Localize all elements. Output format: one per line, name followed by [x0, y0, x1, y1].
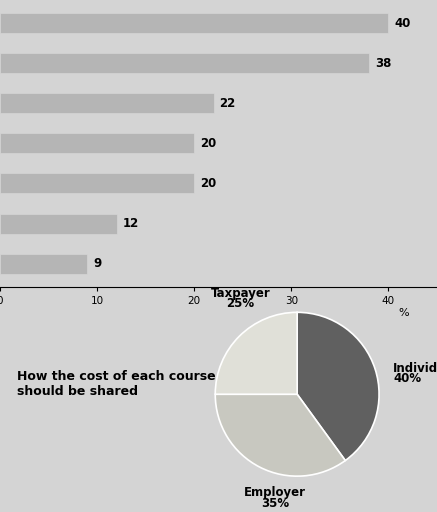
Bar [0, 13, 388, 33]
Text: 20: 20 [200, 177, 216, 190]
Text: 35%: 35% [261, 497, 289, 509]
Text: 22: 22 [219, 97, 236, 110]
Text: Individual: Individual [393, 362, 437, 375]
Text: 20: 20 [200, 137, 216, 150]
Text: 9: 9 [93, 257, 101, 270]
Wedge shape [215, 394, 345, 476]
Bar [0, 53, 369, 73]
Text: 12: 12 [122, 217, 139, 230]
Wedge shape [215, 312, 297, 394]
Bar [0, 174, 194, 194]
Bar [0, 93, 214, 113]
Text: Taxpayer: Taxpayer [211, 287, 270, 300]
Text: 40%: 40% [393, 372, 421, 386]
Text: 25%: 25% [226, 297, 254, 310]
Bar [0, 133, 194, 154]
Text: %: % [398, 308, 409, 318]
Bar [0, 214, 117, 233]
Text: How the cost of each course
should be shared: How the cost of each course should be sh… [17, 370, 216, 398]
Text: 40: 40 [394, 16, 411, 30]
Text: Employer: Employer [244, 486, 306, 499]
Bar [0, 253, 87, 274]
Wedge shape [297, 312, 379, 460]
Text: 38: 38 [375, 57, 391, 70]
